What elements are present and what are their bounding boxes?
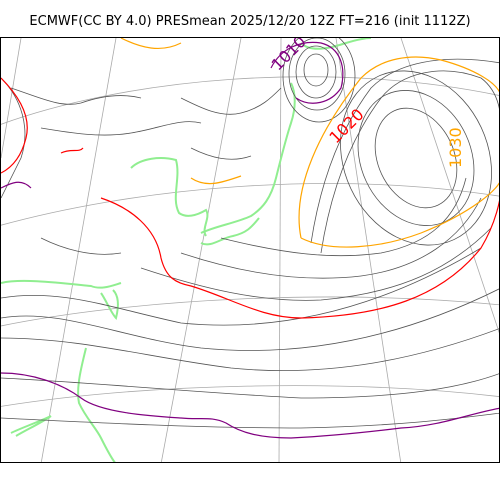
latitude-line — [1, 385, 499, 407]
isobar-1010-group — [1, 41, 499, 439]
isobar-line — [1, 412, 499, 429]
coastline-taiwan — [100, 289, 119, 320]
latitude-line — [1, 76, 499, 125]
isobar-1020 — [1, 77, 28, 174]
isobar-1020-group — [1, 77, 499, 319]
isobar-1030 — [120, 38, 182, 49]
isobar-1010 — [270, 41, 344, 104]
isobar-ring — [340, 70, 492, 246]
isobar-line — [320, 70, 499, 254]
coastline-korea — [130, 157, 209, 237]
label-1010: 1010 — [268, 38, 310, 74]
isobar-1020 — [100, 197, 499, 319]
pressure-map: 1010 1020 1030 — [0, 37, 500, 463]
map-title: ECMWF(CC BY 4.0) PRESmean 2025/12/20 12Z… — [29, 14, 471, 29]
isobar-line — [180, 197, 482, 279]
coastlines — [1, 38, 372, 462]
coastline-japan-south — [200, 217, 260, 246]
longitude-line — [278, 38, 282, 462]
isobar-line — [220, 177, 467, 257]
coastline-kuril — [300, 38, 372, 50]
coastline-asia — [1, 279, 122, 289]
isobar-ring — [303, 53, 329, 87]
isobar-line — [40, 121, 202, 136]
pressure-map-svg: 1010 1020 1030 — [1, 38, 499, 462]
isobar-1010 — [1, 181, 32, 189]
isobar-ring — [282, 38, 356, 123]
isobar-line — [1, 77, 26, 199]
isobar-line — [1, 288, 499, 351]
isobars — [1, 38, 499, 429]
label-1030: 1030 — [446, 127, 465, 168]
isobar-line — [190, 147, 252, 160]
isobar-1030 — [298, 56, 442, 239]
isobar-1030 — [440, 59, 499, 93]
longitude-line — [40, 38, 117, 462]
isobar-line — [180, 87, 282, 115]
isobar-ring — [374, 107, 458, 209]
isobar-line — [10, 87, 142, 105]
graticule — [1, 38, 499, 462]
isobar-line — [1, 328, 499, 372]
isobar-ring — [295, 45, 337, 99]
isobar-line — [310, 58, 499, 244]
isobar-line — [140, 227, 492, 301]
isobar-line — [1, 373, 499, 399]
latitude-line — [1, 183, 499, 226]
isobar-line — [1, 247, 482, 326]
coastline-honshu — [200, 82, 296, 234]
label-1020: 1020 — [325, 105, 367, 147]
isobar-1030 — [300, 182, 499, 248]
isobar-ring — [288, 38, 346, 111]
longitude-line — [160, 38, 242, 462]
isobar-1030 — [190, 175, 242, 185]
isobar-1030-group — [120, 38, 499, 248]
isobar-line — [40, 237, 122, 255]
longitude-line — [400, 38, 499, 334]
isobar-1020 — [60, 147, 84, 154]
latitude-line — [1, 296, 499, 327]
longitude-line — [1, 38, 22, 159]
coastline-borneo — [10, 415, 52, 437]
isobar-ring — [357, 90, 475, 226]
isobar-1010 — [1, 372, 499, 439]
